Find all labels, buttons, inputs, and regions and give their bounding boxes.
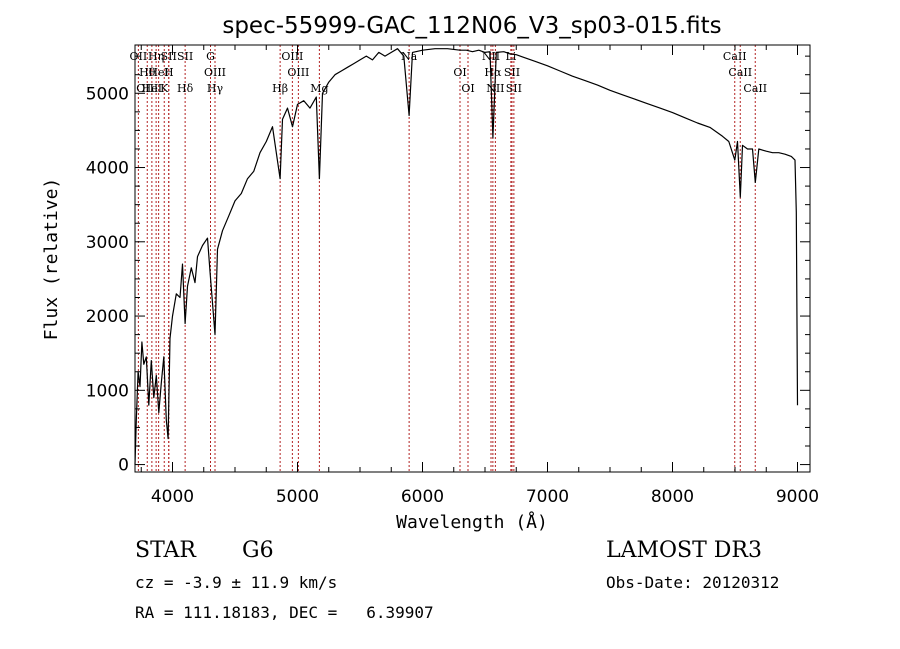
line-marker-label: OI bbox=[461, 82, 474, 95]
x-tick-label: 4000 bbox=[151, 487, 194, 507]
line-marker-label: CaII bbox=[728, 66, 752, 79]
y-tick-label: 5000 bbox=[86, 84, 129, 104]
line-marker-label: OIII bbox=[204, 66, 226, 79]
observation-date: Obs-Date: 20120312 bbox=[606, 573, 780, 592]
y-tick-label: 0 bbox=[118, 456, 129, 476]
line-marker-label: Na bbox=[401, 50, 418, 63]
line-marker-label: OIII bbox=[136, 82, 158, 95]
x-tick-label: 6000 bbox=[401, 487, 444, 507]
x-tick-label: 7000 bbox=[526, 487, 569, 507]
x-axis-label: Wavelength (Å) bbox=[396, 511, 548, 533]
line-marker-label: K bbox=[160, 82, 169, 95]
line-marker-label: SII bbox=[177, 50, 193, 63]
chart-title: spec-55999-GAC_112N06_V3_sp03-015.fits bbox=[222, 13, 721, 39]
y-tick-label: 1000 bbox=[86, 381, 129, 401]
y-tick-label: 3000 bbox=[86, 233, 129, 253]
line-marker-label: Hγ bbox=[207, 82, 224, 95]
line-marker-label: Li bbox=[505, 50, 516, 63]
x-tick-label: 8000 bbox=[651, 487, 694, 507]
y-axis-label: Flux (relative) bbox=[41, 178, 62, 341]
redshift-cz: cz = -3.9 ± 11.9 km/s bbox=[135, 573, 338, 592]
x-tick-label: 9000 bbox=[776, 487, 819, 507]
line-markers bbox=[137, 45, 756, 472]
line-marker-label: CaII bbox=[743, 82, 767, 95]
x-tick-label: 5000 bbox=[276, 487, 319, 507]
spectrum-series bbox=[134, 48, 799, 465]
line-marker-label: HeI bbox=[148, 66, 168, 79]
line-marker-label: OIII bbox=[287, 66, 309, 79]
object-class: STAR bbox=[135, 538, 196, 563]
survey-name: LAMOST DR3 bbox=[606, 538, 762, 563]
line-marker-label: G bbox=[206, 50, 215, 63]
line-marker-label: H bbox=[164, 66, 174, 79]
line-marker-label: SII bbox=[506, 82, 522, 95]
y-tick-label: 2000 bbox=[86, 307, 129, 327]
line-marker-label: Hα bbox=[484, 66, 502, 79]
line-marker-label: Hη bbox=[148, 50, 164, 63]
line-marker-label: OIII bbox=[281, 50, 303, 63]
line-marker-label: SII bbox=[161, 50, 177, 63]
line-marker-label: Hθ bbox=[139, 66, 156, 79]
line-marker-label: Hδ bbox=[177, 82, 194, 95]
axis-ticks bbox=[135, 45, 810, 472]
line-marker-label: OI bbox=[453, 66, 466, 79]
object-subclass: G6 bbox=[242, 538, 274, 563]
axis-tick-labels: 4000 5000 6000 7000 8000 9000 0 1000 2000 3000 400… bbox=[86, 84, 819, 507]
coordinates: RA = 111.18183, DEC = 6.39907 bbox=[135, 603, 434, 622]
line-marker-label: HeI bbox=[142, 82, 162, 95]
line-marker-label: CaII bbox=[723, 50, 747, 63]
spectrum-line bbox=[134, 48, 799, 465]
line-marker-label: SII bbox=[504, 66, 520, 79]
line-marker-label: Hβ bbox=[272, 82, 288, 95]
plot-area bbox=[134, 44, 811, 473]
y-tick-label: 4000 bbox=[86, 159, 129, 179]
